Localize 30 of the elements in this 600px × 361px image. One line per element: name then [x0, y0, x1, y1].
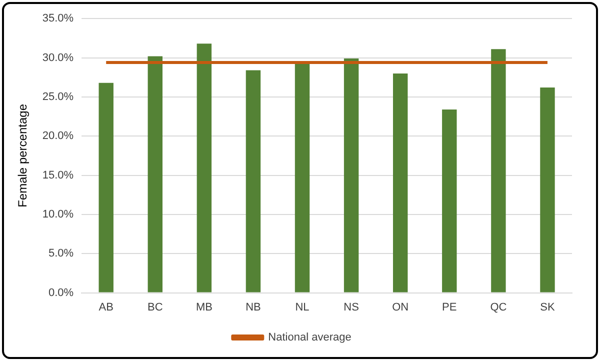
- bar: [540, 88, 555, 292]
- bar: [393, 73, 408, 292]
- x-tick-label: ON: [392, 301, 409, 314]
- y-tick-label: 30.0%: [42, 52, 74, 64]
- x-tick-label: QC: [490, 301, 507, 314]
- bar: [344, 58, 359, 292]
- y-tick-label: 25.0%: [42, 90, 74, 103]
- x-tick-label: MB: [196, 301, 212, 314]
- y-tick-label: 35.0%: [42, 12, 74, 25]
- y-tick-label: 5.0%: [48, 248, 74, 260]
- bar: [246, 70, 261, 292]
- bar: [148, 56, 163, 292]
- bar: [491, 49, 506, 292]
- y-tick-label: 20.0%: [42, 130, 74, 142]
- bar: [98, 82, 114, 292]
- x-tick-label: NS: [344, 301, 359, 314]
- x-tick-label: AB: [98, 301, 114, 314]
- bar: [196, 44, 212, 292]
- y-tick-label: 0.0%: [48, 286, 74, 299]
- bar: [294, 62, 310, 292]
- x-tick-label: PE: [442, 301, 457, 314]
- x-tick-label: BC: [148, 301, 163, 314]
- x-tick-label: NL: [295, 301, 310, 314]
- y-tick-label: 15.0%: [42, 169, 74, 182]
- bar: [442, 109, 457, 292]
- legend-label: National average: [268, 332, 352, 344]
- y-tick-label: 10.0%: [42, 208, 74, 220]
- x-tick-label: NB: [246, 301, 261, 314]
- x-tick-label: SK: [540, 301, 556, 314]
- y-axis-title: Female percentage: [16, 104, 30, 208]
